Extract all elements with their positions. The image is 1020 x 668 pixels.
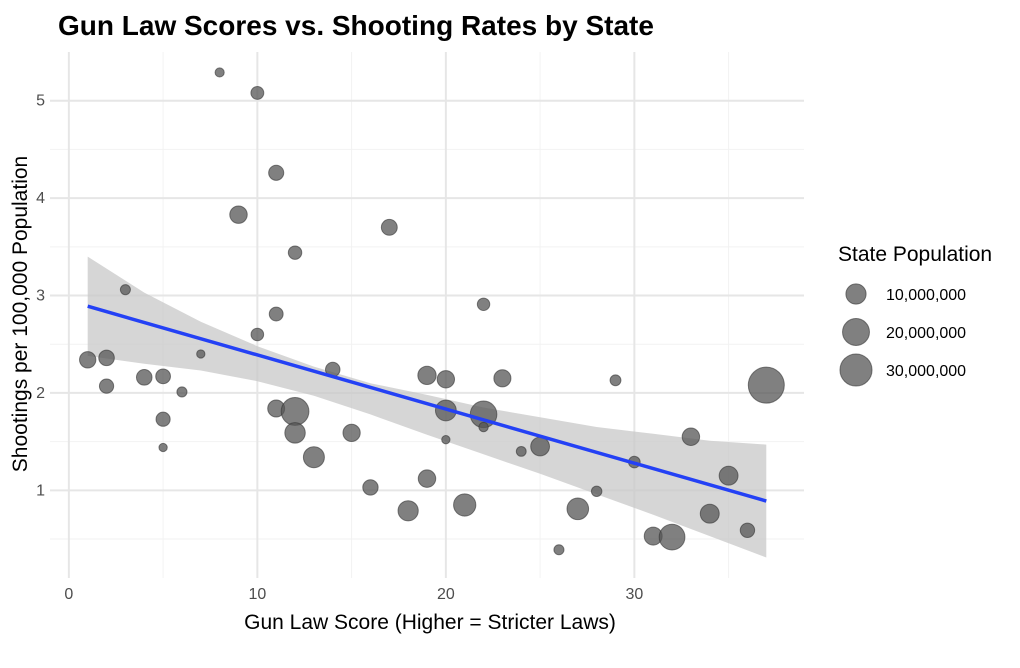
legend-label: 10,000,000 [886, 287, 966, 304]
data-point [135, 369, 153, 386]
data-points [79, 67, 785, 556]
data-point [250, 85, 265, 100]
data-point [155, 411, 171, 427]
chart-title: Gun Law Scores vs. Shooting Rates by Sta… [58, 10, 654, 41]
data-point [342, 423, 361, 442]
data-point [250, 327, 265, 342]
legend-key [842, 318, 870, 346]
size-legend: State Population 10,000,000 20,000,000 30,… [838, 243, 992, 387]
data-point [302, 446, 325, 469]
y-axis-title: Shootings per 100,000 Population [9, 156, 32, 472]
data-point [530, 436, 550, 457]
data-point [268, 164, 285, 181]
trend-line [87, 304, 767, 503]
data-point [747, 366, 785, 404]
x-tick-label: 20 [437, 586, 455, 603]
data-point [699, 503, 720, 524]
y-tick-labels: 1 2 3 4 5 [36, 93, 45, 500]
legend-label: 30,000,000 [886, 363, 966, 380]
y-tick-label: 5 [36, 93, 45, 110]
data-point [718, 465, 739, 486]
x-tick-label: 0 [64, 586, 73, 603]
data-point [287, 245, 303, 260]
data-point [566, 497, 590, 521]
data-point [681, 427, 701, 446]
data-point [739, 522, 756, 538]
data-point [284, 422, 306, 444]
legend-key [839, 353, 873, 387]
x-tick-label: 30 [625, 586, 643, 603]
data-point [453, 493, 477, 517]
confidence-ribbon [87, 256, 767, 558]
x-axis-title: Gun Law Score (Higher = Stricter Laws) [244, 611, 616, 634]
y-tick-label: 1 [36, 482, 45, 499]
data-point [436, 370, 456, 389]
trend-line-group [87, 304, 767, 503]
confidence-band [87, 256, 767, 558]
x-tick-label: 10 [248, 586, 266, 603]
data-point [280, 397, 310, 426]
data-point [658, 523, 686, 551]
data-point [98, 378, 115, 394]
data-point [417, 469, 437, 488]
data-point [478, 421, 489, 433]
data-point [380, 218, 398, 236]
data-point [553, 544, 565, 556]
x-tick-labels: 0 10 20 30 [64, 586, 643, 603]
data-point [155, 368, 171, 385]
data-point [158, 442, 168, 453]
data-point [214, 67, 225, 78]
data-point [362, 479, 379, 496]
data-point [119, 284, 131, 296]
data-point [196, 349, 206, 359]
legend-label: 20,000,000 [886, 325, 966, 342]
y-tick-label: 3 [36, 288, 45, 305]
legend-entries: 10,000,000 20,000,000 30,000,000 [839, 283, 966, 387]
legend-title: State Population [838, 243, 992, 266]
grid-lines [50, 52, 804, 578]
data-point [441, 435, 451, 445]
data-point [79, 351, 97, 369]
data-point [229, 205, 248, 224]
data-point [476, 297, 491, 311]
data-point [590, 485, 603, 498]
data-point [609, 374, 622, 387]
data-point [268, 306, 284, 322]
data-point [515, 445, 527, 457]
data-point [98, 349, 115, 367]
y-tick-label: 2 [36, 385, 45, 402]
data-point [397, 500, 419, 522]
data-point [493, 369, 512, 388]
legend-key [845, 283, 867, 305]
y-tick-label: 4 [36, 190, 45, 207]
data-point [176, 386, 188, 398]
data-point [417, 365, 437, 386]
